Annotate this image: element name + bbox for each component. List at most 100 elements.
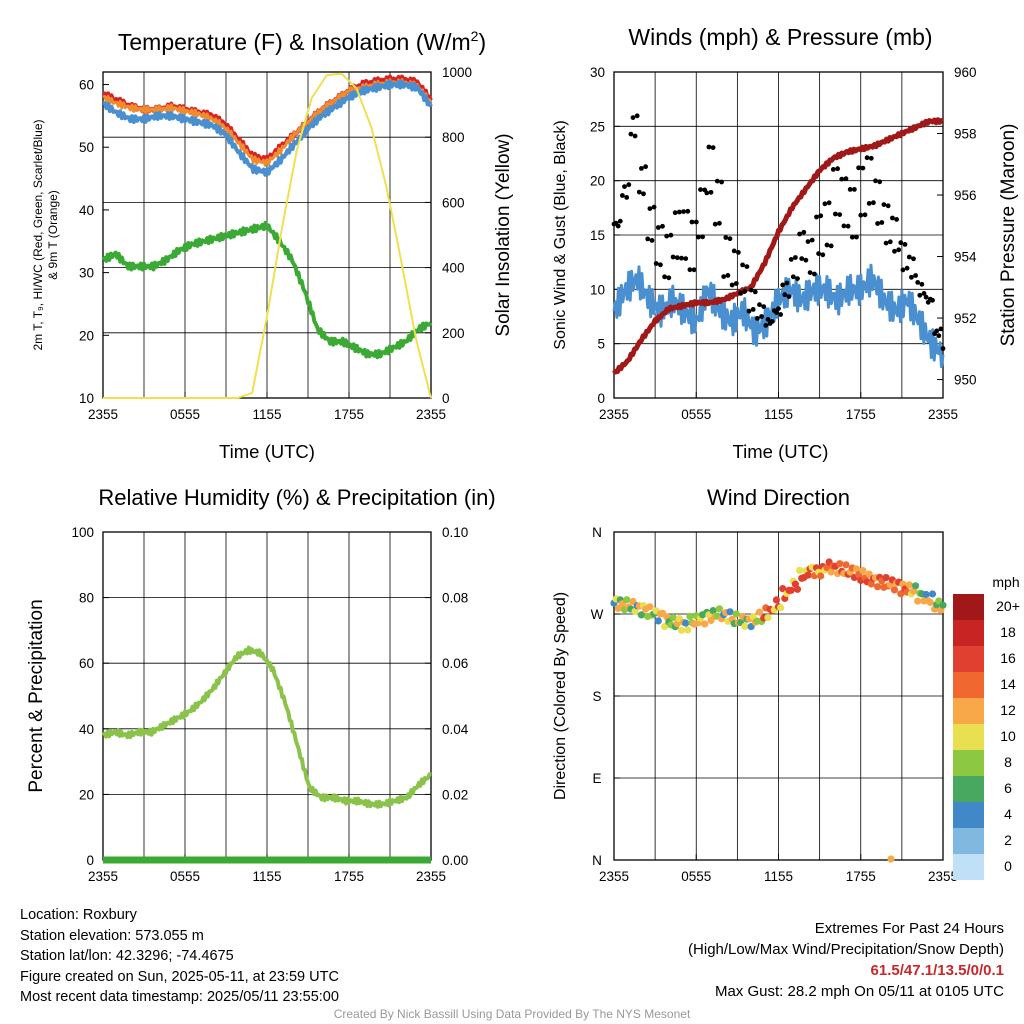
winds-gust-point [873,178,878,184]
winds-gust-point [900,267,906,273]
colorbar-swatch [953,802,984,828]
winds-gust-point [837,212,843,218]
humidity-ytick-label: 80 [79,591,94,606]
winds-gust-point [712,221,718,227]
temperature-title-main: Temperature (F) & Insolation (W/m [118,29,471,55]
winds-gust-point [849,234,855,240]
direction-ylabel-left: Direction (Colored By Speed) [552,592,569,800]
direction-point [887,855,895,863]
winds-gust-point [790,274,796,280]
colorbar-label: 8 [1004,754,1012,770]
humidity-xtick-label: 1155 [252,869,281,884]
temperature-panel: 2355 0555 1155 1755 235510203040506002004006… [31,28,514,462]
direction-point [741,622,749,631]
winds-gust-point [736,250,741,255]
winds-gust-point [704,190,710,196]
colorbar-label: 0 [1004,858,1012,874]
winds-ytick-right-label: 952 [954,311,977,326]
colorbar-label: 12 [1000,702,1016,718]
winds-gust-point [765,317,771,322]
direction-point [684,626,692,634]
colorbar-label: 2 [1004,832,1012,848]
humidity-rh-line [101,645,432,809]
direction-point [631,607,639,615]
winds-gust-point [651,204,657,210]
winds-gust-point [687,267,693,273]
winds-gust-point [664,233,670,239]
humidity-ytick-right-label: 0.10 [442,525,468,540]
winds-gust-point [740,262,745,268]
direction-point [661,623,669,631]
winds-ytick-right-label: 958 [954,127,977,142]
winds-gust-point [841,223,847,229]
direction-point [926,598,934,607]
direction-point [732,610,740,618]
winds-gust-point [852,187,857,192]
winds-gust-point [693,219,699,225]
colorbar-swatch [953,594,984,620]
winds-xtick-label: 0555 [681,407,711,422]
direction-point [669,614,677,622]
winds-gust-point [761,304,767,309]
winds-gust-point [660,223,665,229]
direction-point [686,612,694,621]
winds-gust-point [913,273,918,278]
winds-gust-point [894,217,899,222]
winds-gust-point [805,239,811,245]
winds-gust-point [750,307,756,312]
winds-gust-point [674,255,680,261]
winds-gust-point [655,225,661,230]
winds-gust-point [622,184,627,190]
direction-point [827,568,835,576]
winds-gust-point [725,273,731,278]
winds-ylabel-right: Station Pressure (Maroon) [998,124,1019,347]
colorbar-title: mph [992,574,1019,590]
direction-point [882,574,890,582]
winds-gust-point [685,208,691,214]
winds-gust-point [752,289,758,295]
direction-point [836,560,844,568]
winds-gust-point [797,231,802,237]
direction-ytick-label: W [591,607,604,622]
direction-xtick-label: 2355 [928,869,958,884]
winds-ylabel-left: Sonic Wind & Gust (Blue, Black) [552,120,569,349]
winds-ytick-label: 20 [590,174,605,189]
winds-gust-point [938,326,944,332]
direction-point [715,605,724,613]
direction-point [897,590,905,598]
temperature-title: Temperature (F) & Insolation (W/m2) [118,28,486,55]
direction-point [928,590,937,598]
winds-gust-point [677,209,682,215]
direction-point [764,614,772,622]
winds-pressure-line [612,117,944,375]
temperature-title-end: ) [478,29,486,55]
winds-gust-point [748,287,754,293]
winds-gust-point [828,243,834,249]
winds-gust-point [854,234,859,240]
direction-point [804,571,812,579]
direction-xtick-label: 1755 [846,869,876,884]
temperature-xtick-label: 2355 [88,407,118,422]
temperature-ytick-label: 50 [79,140,94,155]
winds-gust-point [793,255,798,260]
direction-ytick-label: N [592,853,602,868]
winds-gust-point [744,264,750,269]
humidity-ytick-right-label: 0.08 [442,591,468,606]
max-gust: Max Gust: 28.2 mph On 05/11 at 0105 UTC [714,983,1004,1000]
colorbar-swatch [953,646,984,672]
winds-gust-point [782,292,788,298]
winds-gust-point [845,223,851,229]
humidity-panel: 2355 0555 1155 1755 23550204060801000.000.02… [26,485,496,884]
extremes-values: 61.5/47.1/13.5/0/0.1 [870,962,1004,979]
winds-gust-point [780,282,786,288]
winds-gust-point [902,242,908,247]
winds-ytick-label: 5 [597,337,605,352]
winds-gust-point [822,201,828,207]
winds-gust-point [776,306,781,311]
winds-gust-point [788,257,794,262]
direction-ytick-label: N [592,525,602,540]
direction-point [817,572,825,580]
humidity-ytick-label: 20 [79,787,94,802]
winds-gust-point [630,115,636,120]
